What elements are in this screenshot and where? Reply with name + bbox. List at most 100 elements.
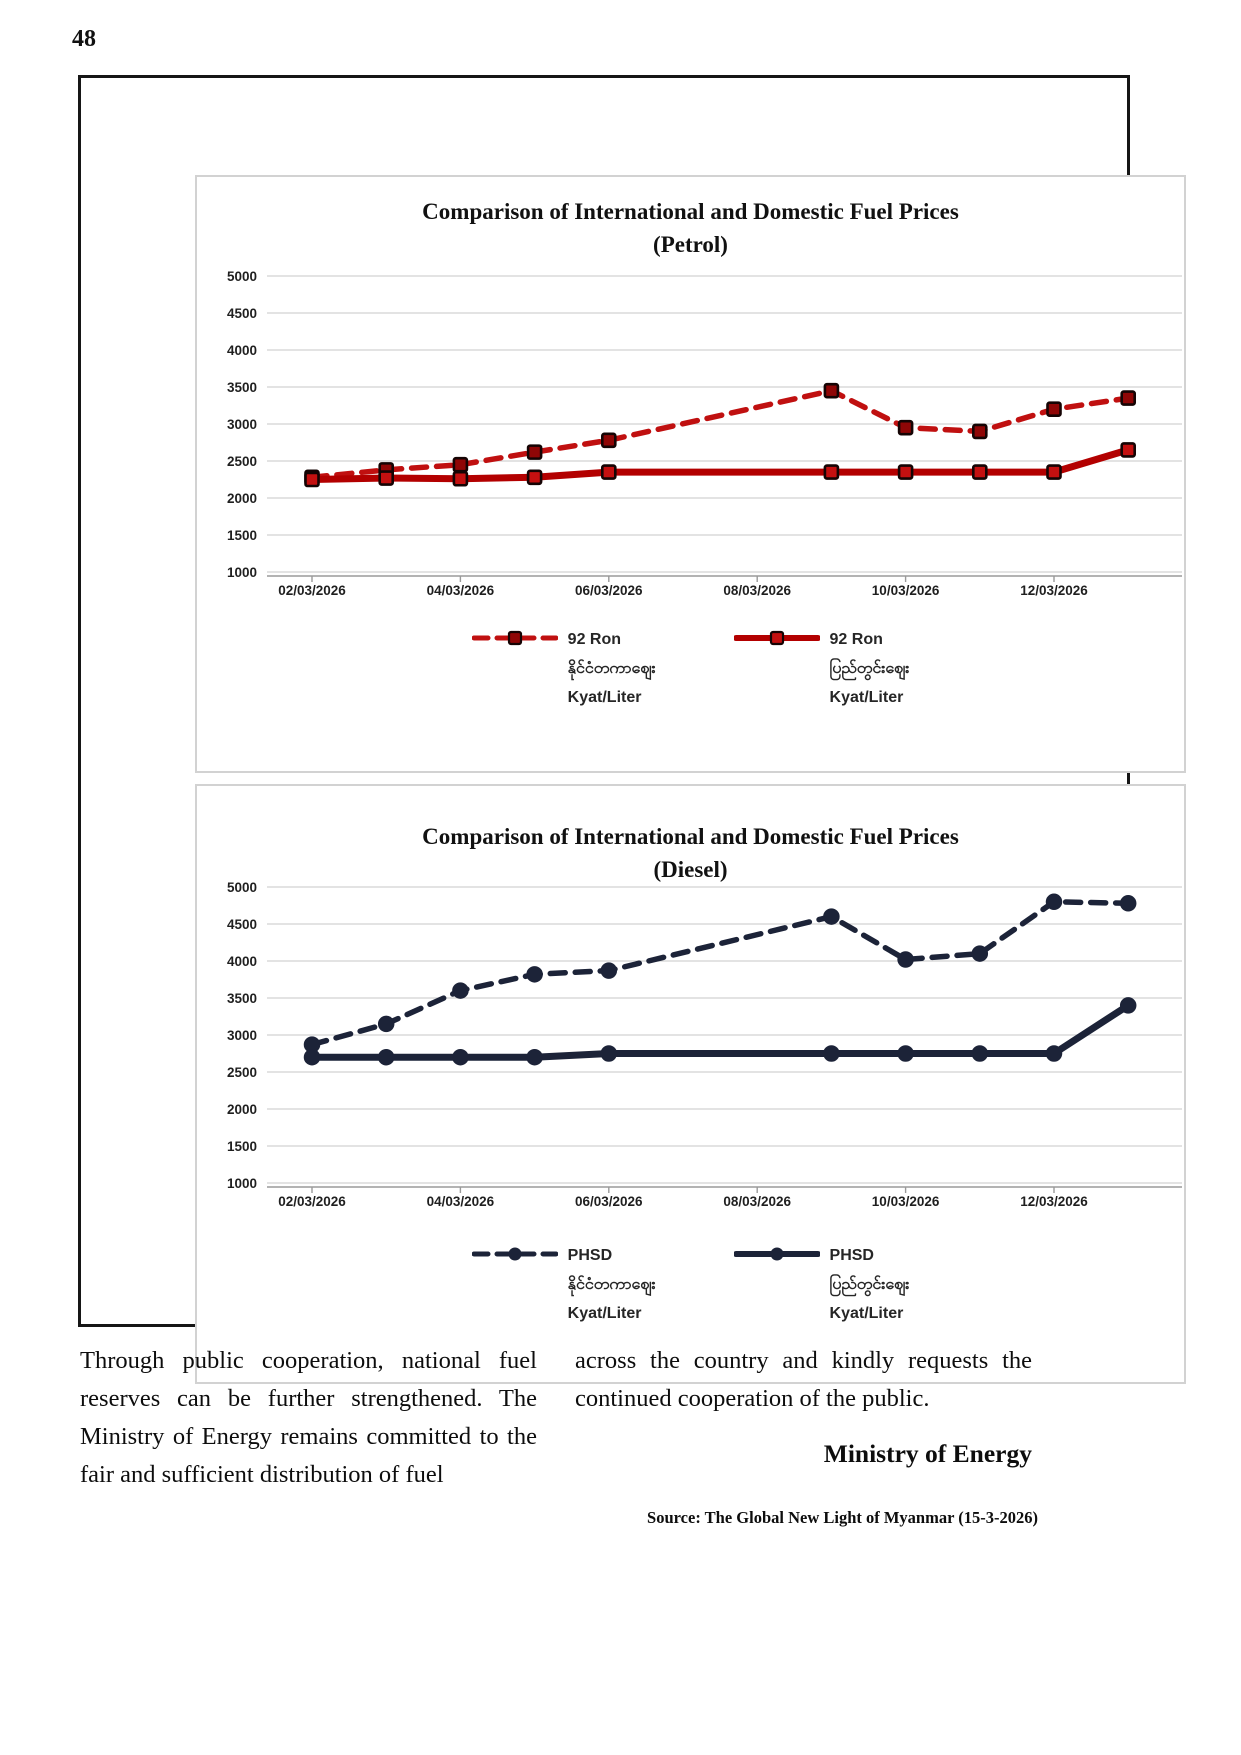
- legend-swatch-dashed-line: [471, 1247, 558, 1261]
- diesel-chart-frame: Comparison of International and Domestic…: [195, 784, 1186, 1384]
- legend-label: 92 Ron ပြည်တွင်းဈေး Kyat/Liter: [830, 625, 910, 712]
- data-point-marker: [1046, 464, 1062, 480]
- data-point-marker: [1120, 390, 1137, 406]
- article-body: Through public cooperation, national fue…: [80, 1342, 1032, 1494]
- y-axis-tick-label: 4000: [227, 954, 257, 969]
- y-axis-tick-label: 2500: [227, 454, 257, 469]
- x-axis-tick-label: 06/03/2026: [575, 1194, 643, 1209]
- x-axis-tick-label: 04/03/2026: [427, 583, 495, 598]
- petrol-chart-legend: 92 Ron နိုင်ငံတကာဈေး Kyat/Liter 92 Ron ပြည်တ…: [197, 625, 1184, 712]
- diesel-chart-title-line1: Comparison of International and Domestic…: [422, 824, 959, 849]
- y-axis-tick-label: 5000: [227, 269, 257, 284]
- series-line-solid: [308, 1001, 1132, 1061]
- x-axis-tick-label: 12/03/2026: [1020, 583, 1088, 598]
- petrol-chart-title: Comparison of International and Domestic…: [197, 195, 1184, 261]
- data-point-marker: [1120, 442, 1137, 458]
- y-axis-tick-label: 4500: [227, 306, 257, 321]
- data-point-marker: [600, 432, 617, 449]
- data-point-marker: [897, 1045, 914, 1062]
- legend-item: 92 Ron ပြည်တွင်းဈေး Kyat/Liter: [733, 625, 910, 712]
- x-axis-tick-label: 10/03/2026: [872, 1194, 940, 1209]
- y-axis-tick-label: 4000: [227, 343, 257, 358]
- legend-label: PHSD ပြည်တွင်းဈေး Kyat/Liter: [830, 1241, 910, 1328]
- y-axis-tick-label: 4500: [227, 917, 257, 932]
- x-axis-tick-label: 10/03/2026: [872, 583, 940, 598]
- legend-label-line: နိုင်ငံတကာဈေး: [567, 1276, 656, 1293]
- data-point-marker: [823, 908, 840, 925]
- data-point-marker: [526, 444, 543, 460]
- petrol-chart-title-line1: Comparison of International and Domestic…: [422, 199, 959, 224]
- series-line-dashed: [309, 899, 1131, 1048]
- article-byline: Ministry of Energy: [823, 1439, 1032, 1468]
- legend-label: 92 Ron နိုင်ငံတကာဈေး Kyat/Liter: [568, 625, 656, 712]
- series-line-dashed: [309, 387, 1131, 481]
- x-axis-tick-label: 02/03/2026: [278, 583, 346, 598]
- legend-marker-sample: [508, 1247, 522, 1261]
- y-axis-tick-label: 3000: [227, 1028, 257, 1043]
- data-point-marker: [452, 1048, 469, 1066]
- legend-label-line: 92 Ron: [829, 631, 883, 648]
- figure-border-box: Comparison of International and Domestic…: [78, 75, 1186, 1384]
- legend-label-line: PHSD: [567, 1247, 613, 1264]
- data-point-marker: [452, 470, 469, 487]
- series-line-solid: [308, 446, 1132, 483]
- x-axis-tick-label: 08/03/2026: [723, 1194, 791, 1209]
- data-point-marker: [897, 464, 914, 480]
- diesel-chart-legend: PHSD နိုင်ငံတကာဈေး Kyat/Liter PHSD ပြည်တွင်း…: [197, 1241, 1184, 1328]
- data-point-marker: [1119, 895, 1137, 912]
- data-point-marker: [971, 1045, 989, 1062]
- data-point-marker: [823, 464, 840, 480]
- diesel-line-chart: 1000 1500 2000 2500 3000 3500 4000 4500 5000 02/0…: [227, 880, 1182, 1209]
- y-axis-tick-label: 2000: [227, 491, 257, 506]
- legend-label-line: ပြည်တွင်းဈေး: [829, 1276, 910, 1293]
- y-axis-tick-label: 3500: [227, 991, 257, 1006]
- data-point-marker: [1119, 997, 1137, 1014]
- legend-label-line: PHSD: [829, 1247, 874, 1264]
- legend-label-line: Kyat/Liter: [567, 689, 642, 706]
- legend-marker-sample: [769, 630, 784, 646]
- data-point-marker: [526, 469, 543, 486]
- legend-marker-sample: [770, 1247, 784, 1261]
- legend-label-line: Kyat/Liter: [829, 689, 904, 706]
- article-column-left: Through public cooperation, national fue…: [80, 1347, 537, 1488]
- data-point-marker: [971, 423, 988, 440]
- data-point-marker: [600, 464, 617, 480]
- legend-item: 92 Ron နိုင်ငံတကာဈေး Kyat/Liter: [471, 625, 656, 712]
- y-axis-tick-label: 1500: [227, 1139, 257, 1154]
- x-axis-tick-label: 06/03/2026: [575, 583, 643, 598]
- x-axis-tick-label: 12/03/2026: [1020, 1194, 1088, 1209]
- data-point-marker: [452, 456, 469, 473]
- data-point-marker: [526, 966, 543, 983]
- diesel-chart-title-line2: (Diesel): [653, 857, 728, 882]
- petrol-line-chart: 1000 1500 2000 2500 3000 3500 4000 4500 5000 02/0…: [227, 269, 1182, 598]
- data-point-marker: [971, 945, 989, 962]
- legend-item: PHSD နိုင်ငံတကာဈေး Kyat/Liter: [471, 1241, 656, 1328]
- data-point-marker: [452, 982, 469, 999]
- data-point-marker: [823, 382, 840, 399]
- data-point-marker: [304, 471, 320, 488]
- data-point-marker: [600, 1045, 618, 1062]
- data-point-marker: [897, 419, 914, 436]
- y-axis-tick-label: 1000: [227, 565, 257, 580]
- y-axis-tick-label: 3000: [227, 417, 257, 432]
- petrol-chart-title-line2: (Petrol): [653, 232, 728, 257]
- legend-label-line: နိုင်ငံတကာဈေး: [567, 660, 656, 677]
- data-point-marker: [377, 1048, 395, 1066]
- data-point-marker: [1045, 893, 1063, 911]
- data-point-marker: [897, 951, 914, 968]
- petrol-chart-frame: Comparison of International and Domestic…: [195, 175, 1186, 773]
- data-point-marker: [378, 470, 394, 486]
- y-axis-tick-label: 5000: [227, 880, 257, 895]
- legend-label-line: Kyat/Liter: [829, 1305, 904, 1322]
- article-column-right-text: across the country and kindly requests t…: [575, 1347, 1032, 1412]
- data-point-marker: [600, 962, 618, 979]
- data-point-marker: [1046, 401, 1062, 417]
- legend-item: PHSD ပြည်တွင်းဈေး Kyat/Liter: [733, 1241, 910, 1328]
- page-number: 48: [72, 26, 96, 52]
- y-axis-tick-label: 2500: [227, 1065, 257, 1080]
- legend-label-line: ပြည်တွင်းဈေး: [829, 660, 910, 677]
- y-axis-tick-label: 1000: [227, 1176, 257, 1191]
- data-point-marker: [303, 1048, 321, 1066]
- data-point-marker: [526, 1048, 543, 1066]
- diesel-chart-title: Comparison of International and Domestic…: [197, 820, 1184, 886]
